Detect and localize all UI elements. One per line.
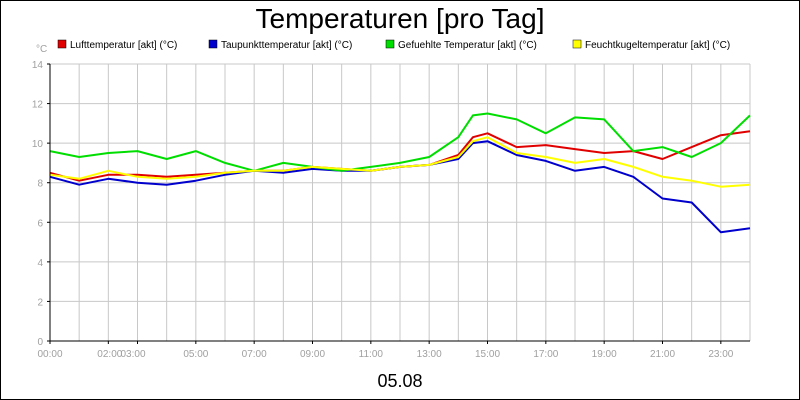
y-tick-label: 8 <box>37 179 43 190</box>
x-tick-label: 15:00 <box>475 349 500 360</box>
y-axis-ticks: 0 2 4 6 8 10 12 14 <box>32 60 50 348</box>
y-tick-label: 10 <box>32 139 44 150</box>
y-tick-label: 0 <box>37 337 43 348</box>
legend-swatch <box>385 39 395 49</box>
x-tick-label: 19:00 <box>592 349 617 360</box>
grid <box>49 63 751 342</box>
y-tick-label: 14 <box>32 60 44 71</box>
legend-swatch <box>208 39 218 49</box>
legend-swatch <box>57 39 67 49</box>
y-tick-label: 4 <box>37 258 43 269</box>
series-line-3 <box>49 112 751 172</box>
y-tick-label: 12 <box>32 100 44 111</box>
legend: Lufttemperatur [akt] (°C) Taupunkttempera… <box>57 39 730 51</box>
x-axis-date-label: 05.08 <box>377 371 422 391</box>
series-group <box>49 112 751 234</box>
x-tick-label: 03:00 <box>121 349 146 360</box>
legend-label: Taupunkttemperatur [akt] (°C) <box>221 40 352 51</box>
x-tick-label: 09:00 <box>300 349 325 360</box>
legend-swatch <box>572 39 582 49</box>
y-tick-label: 6 <box>37 218 43 229</box>
x-tick-label: 17:00 <box>533 349 558 360</box>
y-tick-label: 2 <box>37 297 43 308</box>
x-tick-label: 00:00 <box>37 349 62 360</box>
series-line-4 <box>49 136 751 188</box>
y-axis-unit-label: °C <box>36 44 47 55</box>
x-tick-label: 23:00 <box>708 349 733 360</box>
x-tick-label: 21:00 <box>650 349 675 360</box>
legend-label: Gefuehlte Temperatur [akt] (°C) <box>398 40 537 51</box>
x-tick-label: 13:00 <box>417 349 442 360</box>
chart-title: Temperaturen [pro Tag] <box>256 3 545 34</box>
x-tick-label: 05:00 <box>183 349 208 360</box>
legend-label: Feuchtkugeltemperatur [akt] (°C) <box>585 40 730 51</box>
x-tick-label: 02:00 <box>97 349 122 360</box>
legend-label: Lufttemperatur [akt] (°C) <box>70 40 177 51</box>
x-tick-label: 11:00 <box>359 349 384 360</box>
x-tick-label: 07:00 <box>242 349 267 360</box>
